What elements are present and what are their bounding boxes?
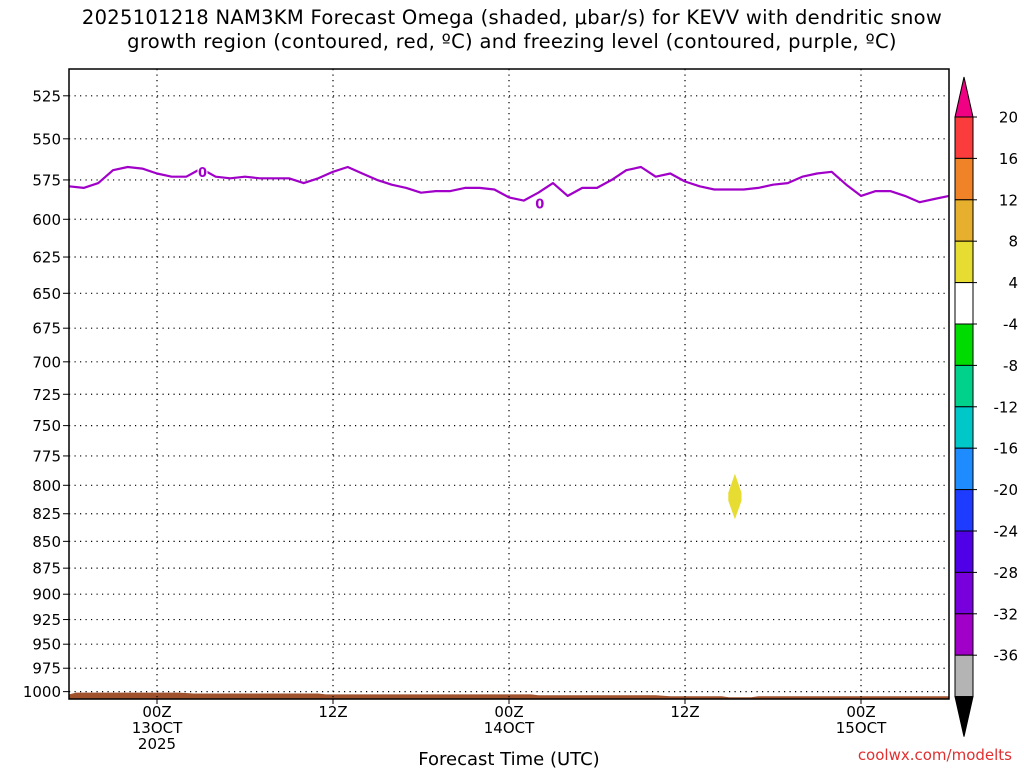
x-tick-label: 12Z — [318, 703, 347, 721]
colorbar-segment — [954, 406, 974, 449]
colorbar-segment — [954, 364, 974, 408]
x-tick-label: 00Z — [846, 703, 875, 721]
colorbar-label: -8 — [1003, 357, 1018, 375]
credit-text: coolwx.com/modelts — [858, 746, 1012, 764]
y-tick-label: 1000 — [23, 683, 61, 701]
y-tick-label: 975 — [32, 660, 61, 678]
y-tick-label: 625 — [32, 249, 61, 267]
y-tick-label: 950 — [32, 636, 61, 654]
y-tick-label: 850 — [32, 533, 61, 551]
colorbar-label: -24 — [994, 523, 1019, 541]
x-tick-label: 15OCT — [836, 719, 887, 737]
grid-layer — [69, 69, 949, 699]
colorbar-label: -20 — [994, 481, 1019, 499]
colorbar-bottom-arrow — [954, 696, 974, 737]
colorbar-segment — [954, 323, 974, 366]
x-tick-label: 2025 — [138, 735, 176, 753]
colorbar-segment — [954, 240, 974, 284]
y-tick-label: 875 — [32, 560, 61, 578]
y-tick-label: 675 — [32, 320, 61, 338]
x-tick-label: 00Z — [142, 703, 171, 721]
x-tick-label: 12Z — [670, 703, 699, 721]
y-tick-label: 925 — [32, 611, 61, 629]
colorbar-label: 16 — [999, 150, 1018, 168]
freezing-level-label: 0 — [535, 198, 544, 213]
freezing-level-label: 0 — [198, 166, 207, 181]
y-tick-label: 575 — [32, 171, 61, 189]
colorbar-label: -12 — [994, 398, 1019, 416]
x-tick-label: 13OCT — [132, 719, 183, 737]
colorbar-segment — [954, 447, 974, 491]
colorbar-segment — [954, 571, 974, 615]
colorbar-label: -36 — [994, 647, 1019, 665]
colorbar-top-arrow — [954, 76, 974, 118]
title-line-2: growth region (contoured, red, ºC) and f… — [127, 30, 897, 53]
y-tick-label: 800 — [32, 477, 61, 495]
title-line-1: 2025101218 NAM3KM Forecast Omega (shaded… — [81, 6, 943, 29]
colorbar-segment — [954, 654, 974, 698]
y-tick-label: 775 — [32, 447, 61, 465]
colorbar: 20 16 12 8 4 -4 -8 -12 -16 -20 -24 -28 -32 -36 — [954, 76, 1019, 737]
colorbar-segment — [954, 116, 974, 159]
colorbar-segment — [954, 282, 974, 325]
colorbar-label: 8 — [1008, 233, 1018, 251]
y-tick-label: 750 — [32, 417, 61, 435]
y-tick-label: 525 — [32, 87, 61, 105]
colorbar-label: 12 — [999, 191, 1018, 209]
colorbar-label: -32 — [994, 605, 1019, 623]
colorbar-segment — [954, 613, 974, 656]
y-axis: 525 550 575 600 625 650 675 700 725 750 775 800 825 8… — [23, 87, 69, 701]
colorbar-segment — [954, 157, 974, 201]
freezing-label-bg — [534, 195, 545, 211]
y-tick-label: 550 — [32, 130, 61, 148]
y-tick-label: 600 — [32, 211, 61, 229]
chart-title: 2025101218 NAM3KM Forecast Omega (shaded… — [0, 6, 1024, 54]
y-tick-label: 725 — [32, 386, 61, 404]
colorbar-segment — [954, 199, 974, 242]
colorbar-segment — [954, 489, 974, 532]
colorbar-label: -16 — [994, 440, 1019, 458]
terrain-layer — [69, 692, 949, 699]
freezing-level-layer: 00 — [68, 163, 950, 213]
freezing-label-bg — [197, 163, 208, 179]
colorbar-label: 20 — [999, 109, 1018, 127]
colorbar-label: -4 — [1003, 316, 1018, 334]
freezing-level-line — [68, 165, 950, 204]
omega-shade-blob — [728, 473, 742, 520]
y-tick-label: 700 — [32, 353, 61, 371]
colorbar-label: 4 — [1008, 274, 1018, 292]
x-tick-label: 00Z — [494, 703, 523, 721]
colorbar-segment — [954, 530, 974, 573]
terrain-fill — [69, 692, 949, 699]
y-tick-label: 650 — [32, 285, 61, 303]
colorbar-label: -28 — [994, 564, 1019, 582]
x-tick-label: 14OCT — [484, 719, 535, 737]
x-axis-title: Forecast Time (UTC) — [418, 749, 599, 768]
omega-shading-layer — [728, 473, 742, 520]
y-tick-label: 825 — [32, 505, 61, 523]
y-tick-label: 900 — [32, 586, 61, 604]
